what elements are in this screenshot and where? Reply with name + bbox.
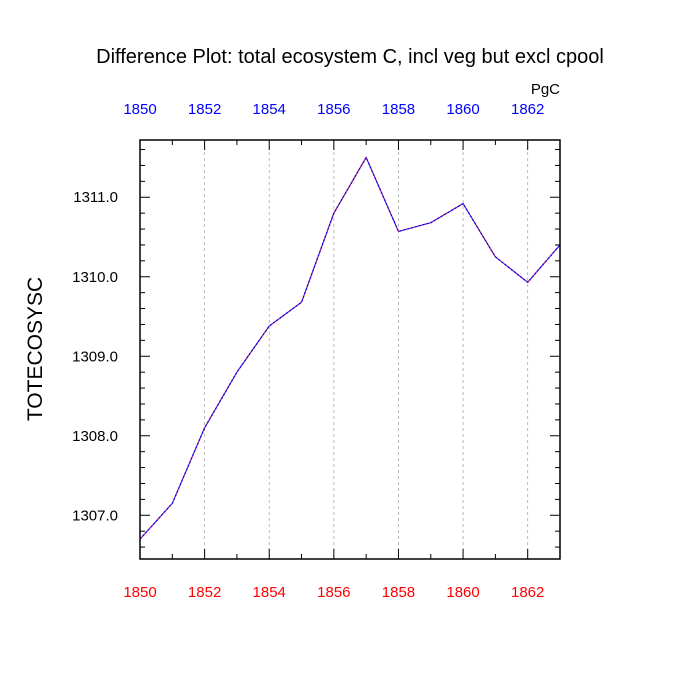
x-tick-label-top: 1856 xyxy=(317,101,350,118)
axis-ticks xyxy=(139,140,561,559)
units-label: PgC xyxy=(531,81,560,98)
y-tick-label: 1308.0 xyxy=(72,428,118,445)
y-tick-label: 1310.0 xyxy=(72,269,118,286)
series-line xyxy=(139,156,561,540)
x-tick-label-bottom: 1850 xyxy=(123,584,156,601)
x-tick-label-top: 1850 xyxy=(123,101,156,118)
y-tick-label: 1307.0 xyxy=(72,507,118,524)
x-tick-label-top: 1854 xyxy=(253,101,286,118)
x-tick-label-bottom: 1852 xyxy=(188,584,221,601)
y-tick-label: 1309.0 xyxy=(72,348,118,365)
x-tick-label-top: 1858 xyxy=(382,101,415,118)
x-tick-label-top: 1862 xyxy=(511,101,544,118)
x-tick-label-top: 1852 xyxy=(188,101,221,118)
x-tick-label-bottom: 1856 xyxy=(317,584,350,601)
x-tick-label-top: 1860 xyxy=(446,101,479,118)
grid-lines xyxy=(139,140,529,559)
y-axis-label: TOTECOSYSC xyxy=(24,277,47,421)
x-tick-label-bottom: 1860 xyxy=(446,584,479,601)
x-tick-label-bottom: 1862 xyxy=(511,584,544,601)
axis-tick-labels: 1850 1850 1852 1852 1854 1854 1856 1856 1858 1858… xyxy=(72,101,544,601)
x-tick-label-bottom: 1858 xyxy=(382,584,415,601)
chart-title: Difference Plot: total ecosystem C, incl… xyxy=(96,46,604,68)
data-series xyxy=(139,156,561,540)
series-line-dashed xyxy=(139,156,561,540)
plot-frame xyxy=(139,139,561,560)
x-tick-label-bottom: 1854 xyxy=(253,584,286,601)
y-tick-label: 1311.0 xyxy=(73,189,118,206)
